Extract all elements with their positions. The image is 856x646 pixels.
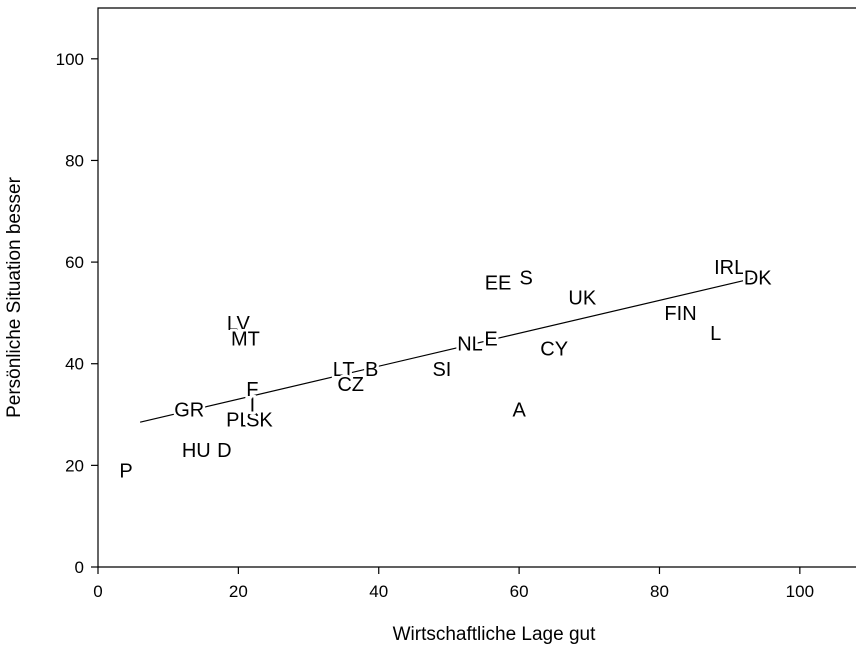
point-label-l: L (710, 323, 721, 345)
point-label-si: SI (432, 359, 451, 381)
point-label-d: D (217, 440, 231, 462)
point-label-fin: FIN (664, 303, 696, 325)
regression-line (139, 276, 758, 423)
point-label-b: B (365, 359, 378, 381)
y-tick-label: 0 (75, 558, 84, 577)
fit-line-segment (139, 276, 758, 423)
x-tick-label: 80 (650, 582, 669, 601)
point-label-dk: DK (744, 267, 772, 289)
y-tick-label: 80 (65, 151, 84, 170)
y-tick-label: 100 (56, 50, 84, 69)
axes: 0 20 40 60 80 100 0 20 40 60 80 100 (56, 7, 856, 601)
point-label-a: A (512, 399, 526, 421)
point-label-hu: HU (182, 440, 211, 462)
point-label-uk: UK (568, 288, 596, 310)
point-label-ee: EE (485, 272, 512, 294)
point-label-irl: IRL (714, 257, 745, 279)
y-axis-title: Persönliche Situation besser (4, 176, 25, 417)
point-label-f: F (246, 379, 258, 401)
x-tick-label: 60 (510, 582, 529, 601)
y-tick-label: 40 (65, 355, 84, 374)
x-tick-label: 0 (93, 582, 102, 601)
point-label-pl: PL (226, 410, 250, 432)
y-tick-label: 20 (65, 456, 84, 475)
x-axis-title: Wirtschaftliche Lage gut (393, 624, 596, 645)
point-label-e: E (484, 328, 497, 350)
point-label-sk: SK (246, 410, 273, 432)
point-label-cy: CY (540, 338, 568, 360)
point-label-mt: MT (231, 328, 260, 350)
x-tick-label: 100 (786, 582, 814, 601)
x-tick-label: 20 (229, 582, 248, 601)
point-label-nl: NL (457, 333, 483, 355)
point-label-s: S (519, 267, 532, 289)
point-label-lv: LV (227, 313, 251, 335)
plot-frame (97, 7, 856, 568)
y-tick-label: 60 (65, 253, 84, 272)
point-label-cz: CZ (337, 374, 364, 396)
point-label-lt: LT (333, 359, 355, 381)
point-label-p: P (119, 460, 132, 482)
x-tick-label: 40 (369, 582, 388, 601)
point-label-i: I (250, 394, 256, 416)
point-label-gr: GR (174, 399, 204, 421)
